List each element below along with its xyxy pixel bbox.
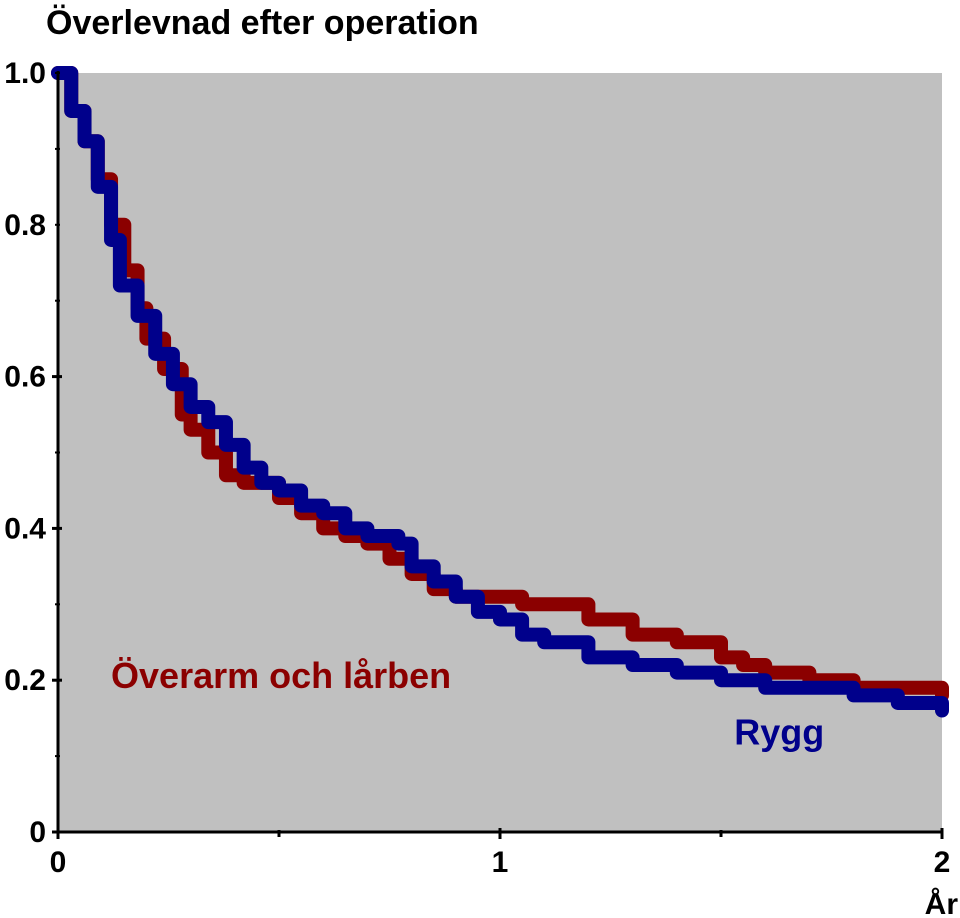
y-tick-label: 0.8 <box>4 209 46 242</box>
y-tick-label: 0.6 <box>4 361 46 394</box>
x-tick-label: 1 <box>492 846 509 879</box>
annotation-layer: Överarm och lårben Rygg <box>111 655 824 753</box>
axes-layer <box>52 71 944 839</box>
y-tick-label: 1.0 <box>4 57 46 90</box>
series-label-2: Rygg <box>734 712 824 753</box>
y-tick-label: 0.2 <box>4 664 46 697</box>
series-layer <box>51 66 949 718</box>
series-line-2 <box>51 66 949 718</box>
y-tick-label: 0.4 <box>4 512 46 545</box>
x-tick-label: 2 <box>934 846 951 879</box>
series-label-1: Överarm och lårben <box>111 655 451 696</box>
y-tick-label: 0 <box>29 816 46 849</box>
x-axis-title: År <box>925 888 959 918</box>
x-tick-label: 0 <box>50 846 67 879</box>
tick-label-layer: 0 0.2 0.4 0.6 0.8 1.0 0 1 2 <box>4 57 950 879</box>
chart-title: Överlevnad efter operation <box>46 4 479 42</box>
